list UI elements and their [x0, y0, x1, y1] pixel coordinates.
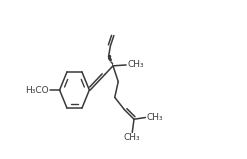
Text: H₃CO: H₃CO	[25, 86, 49, 94]
Text: CH₃: CH₃	[146, 113, 163, 122]
Text: CH₃: CH₃	[123, 133, 140, 142]
Text: CH₃: CH₃	[127, 60, 144, 69]
